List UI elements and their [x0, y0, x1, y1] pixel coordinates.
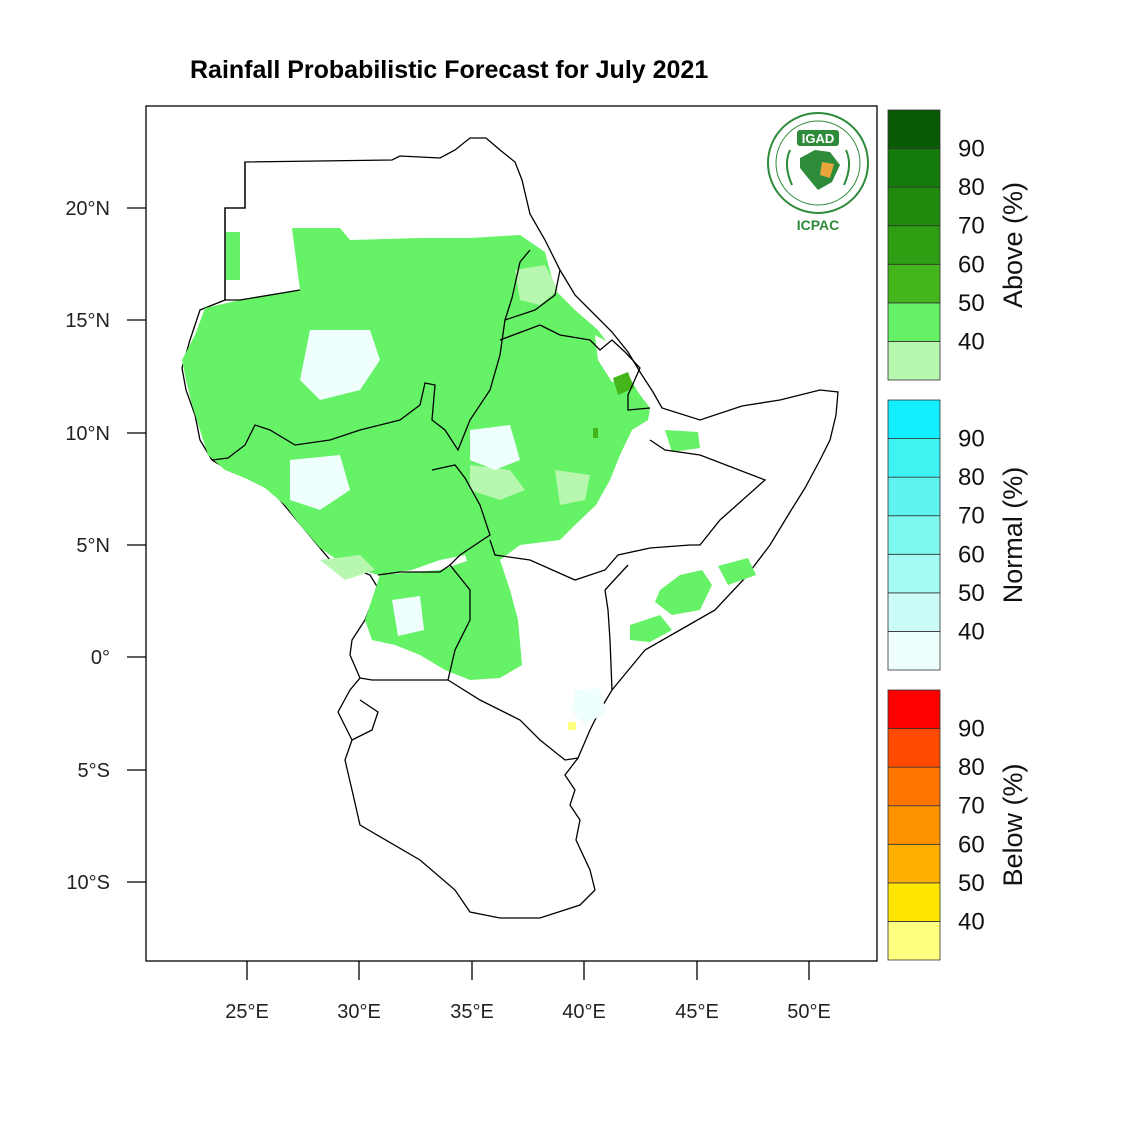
legend-swatch [887, 341, 941, 381]
legend-swatch [887, 805, 941, 845]
legend-swatch [887, 882, 941, 922]
legend-tick-label: 60 [958, 541, 985, 568]
legend-swatch [887, 728, 941, 768]
lon-label: 35°E [450, 1001, 494, 1023]
legend-swatch [887, 515, 941, 555]
legend-tick-label: 90 [958, 716, 985, 743]
map-title: Rainfall Probabilistic Forecast for July… [190, 56, 709, 84]
lat-label: 0° [91, 647, 110, 669]
near-normal-patches [290, 265, 632, 636]
legend-tick-label: 70 [958, 503, 985, 530]
lat-label: 20°N [65, 198, 110, 220]
lat-axis: 20°N 15°N 10°N 5°N 0° 5°S 10°S [65, 198, 146, 894]
legend-swatch [887, 186, 941, 227]
lat-label: 5°S [78, 760, 110, 782]
legend-normal: 40 50 60 70 80 90 Normal (%) [887, 399, 1028, 671]
legend-swatch [887, 476, 941, 517]
above-high-spot [613, 372, 634, 395]
lon-axis: 25°E 30°E 35°E 40°E 45°E 50°E [225, 961, 831, 1023]
legend-title: Above (%) [998, 182, 1028, 308]
legend-swatch [887, 631, 941, 671]
legend-swatch [887, 766, 941, 807]
legend-tick-label: 40 [958, 618, 985, 645]
legend-swatch [887, 438, 941, 478]
lat-label: 5°N [76, 535, 110, 557]
lon-label: 30°E [337, 1001, 381, 1023]
legend-tick-label: 60 [958, 831, 985, 858]
legend-tick-label: 70 [958, 213, 985, 240]
above-high-spot-2 [593, 428, 598, 438]
legend-swatch [887, 399, 941, 439]
legend-swatch [887, 225, 941, 265]
legend-tick-label: 40 [958, 328, 985, 355]
lon-label: 50°E [787, 1001, 831, 1023]
lon-label: 25°E [225, 1001, 269, 1023]
legend-tick-label: 60 [958, 251, 985, 278]
below-normal-spot [568, 722, 576, 730]
legend-title: Below (%) [998, 763, 1028, 886]
legend-tick-label: 50 [958, 290, 985, 317]
lon-label: 40°E [562, 1001, 606, 1023]
legend-tick-label: 80 [958, 464, 985, 491]
legend-tick-label: 80 [958, 754, 985, 781]
legend-swatch [887, 263, 941, 304]
legend-above: 40 50 60 70 80 90 Above (%) [887, 109, 1028, 381]
legend-tick-label: 40 [958, 908, 985, 935]
logo-top-text: IGAD [802, 131, 835, 146]
logo-bottom-text: ICPAC [797, 217, 840, 233]
legend-swatch [887, 843, 941, 884]
legend-below: 40 50 60 70 80 90 Below (%) [887, 689, 1028, 961]
legend-tick-label: 80 [958, 174, 985, 201]
legend-title: Normal (%) [998, 467, 1028, 604]
legend-tick-label: 70 [958, 793, 985, 820]
legend-swatch [887, 921, 941, 961]
legend-tick-label: 50 [958, 870, 985, 897]
country-borders [211, 162, 767, 761]
lat-label: 10°N [65, 423, 110, 445]
lon-label: 45°E [675, 1001, 719, 1023]
legend-tick-label: 90 [958, 136, 985, 163]
lat-label: 10°S [66, 872, 110, 894]
normal-coastal-patch [572, 688, 606, 725]
legend-swatch [887, 109, 941, 149]
lat-label: 15°N [65, 310, 110, 332]
legend-tick-label: 90 [958, 426, 985, 453]
igad-icpac-logo: IGAD ICPAC [767, 112, 869, 233]
legend-swatch [887, 148, 941, 188]
legend-tick-label: 50 [958, 580, 985, 607]
legend-swatch [887, 553, 941, 594]
legend-swatch [887, 592, 941, 632]
legend-swatch [887, 689, 941, 729]
legend-swatch [887, 302, 941, 342]
